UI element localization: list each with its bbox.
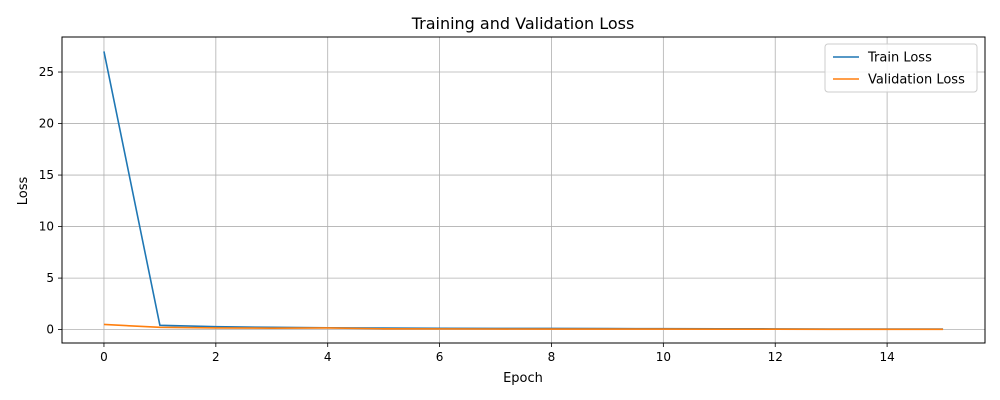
plot-frame (61, 36, 986, 344)
legend-box (824, 43, 978, 93)
y-axis-label: Loss (16, 177, 31, 206)
y-tick-label: 0 (46, 323, 54, 337)
x-tick-label: 6 (436, 350, 444, 364)
x-tick-label: 0 (100, 350, 108, 364)
x-tick-label: 14 (879, 350, 894, 364)
legend-label: Train Loss (867, 51, 932, 66)
series-lines (103, 51, 944, 331)
axis-ticks: 0 2 4 6 8 10 12 14 0 5 10 15 20 25 (39, 65, 895, 364)
y-tick-label: 5 (46, 271, 54, 285)
y-tick-label: 20 (39, 117, 54, 131)
legend-label: Validation Loss (868, 73, 965, 88)
x-tick-label: 4 (324, 350, 332, 364)
x-tick-label: 10 (656, 350, 671, 364)
y-tick-label: 25 (39, 65, 54, 79)
y-tick-label: 10 (39, 220, 54, 234)
x-tick-label: 8 (548, 350, 556, 364)
legend: Train Loss Validation Loss (824, 43, 978, 93)
y-tick-label: 15 (39, 168, 54, 182)
series-line-validation-loss (103, 323, 944, 331)
x-axis-label: Epoch (503, 371, 543, 386)
chart-title: Training and Validation Loss (411, 14, 635, 33)
x-tick-label: 2 (212, 350, 220, 364)
x-tick-label: 12 (768, 350, 783, 364)
